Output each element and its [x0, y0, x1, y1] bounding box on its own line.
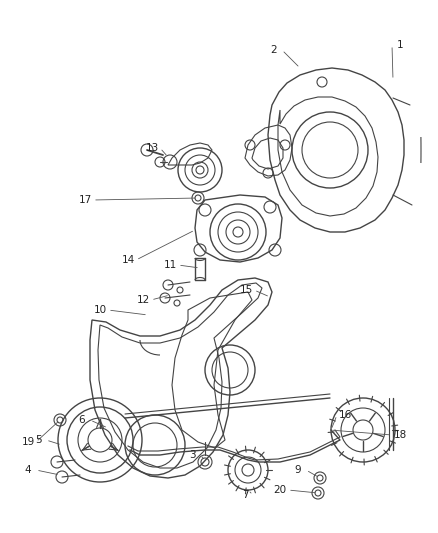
Text: 7: 7 [242, 490, 248, 500]
Text: 14: 14 [121, 255, 134, 265]
Text: 10: 10 [93, 305, 106, 315]
Text: 20: 20 [273, 485, 286, 495]
Text: 6: 6 [79, 415, 85, 425]
Text: 18: 18 [393, 430, 406, 440]
Text: 13: 13 [145, 143, 159, 153]
Text: 19: 19 [21, 437, 35, 447]
Text: 15: 15 [240, 285, 253, 295]
Text: 17: 17 [78, 195, 92, 205]
Text: 5: 5 [35, 435, 41, 445]
Text: 4: 4 [25, 465, 31, 475]
Text: 11: 11 [163, 260, 177, 270]
Text: 9: 9 [295, 465, 301, 475]
Text: 12: 12 [136, 295, 150, 305]
Text: 2: 2 [271, 45, 277, 55]
Text: 3: 3 [189, 450, 195, 460]
Text: 1: 1 [397, 40, 403, 50]
Text: 16: 16 [339, 410, 352, 420]
